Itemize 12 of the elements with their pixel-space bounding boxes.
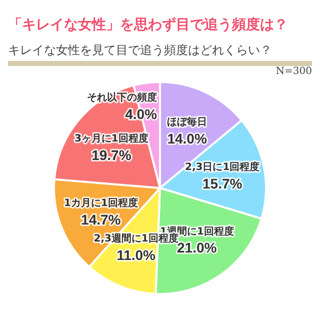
slice-label: ほぼ毎日 bbox=[167, 116, 208, 128]
slice-label: 2,3日に1回程度 bbox=[184, 161, 260, 174]
slice-label: 1カ月に1回程度 bbox=[64, 197, 138, 210]
text: N=300 bbox=[274, 66, 312, 77]
data-label: 11.0% bbox=[116, 246, 156, 263]
data-label: 19.7% bbox=[92, 146, 132, 163]
chart-subtitle: キレイな女性を見て目で追う頻度はどれくらい？ bbox=[8, 42, 312, 66]
data-label: 14.0% bbox=[167, 130, 208, 146]
data-label: 21.0% bbox=[177, 240, 218, 256]
data-label: 14.7% bbox=[81, 211, 122, 228]
chart-title: 「キレイな女性」を思わず目で追う頻度は？ bbox=[8, 16, 289, 34]
data-label: 15.7% bbox=[202, 175, 243, 192]
